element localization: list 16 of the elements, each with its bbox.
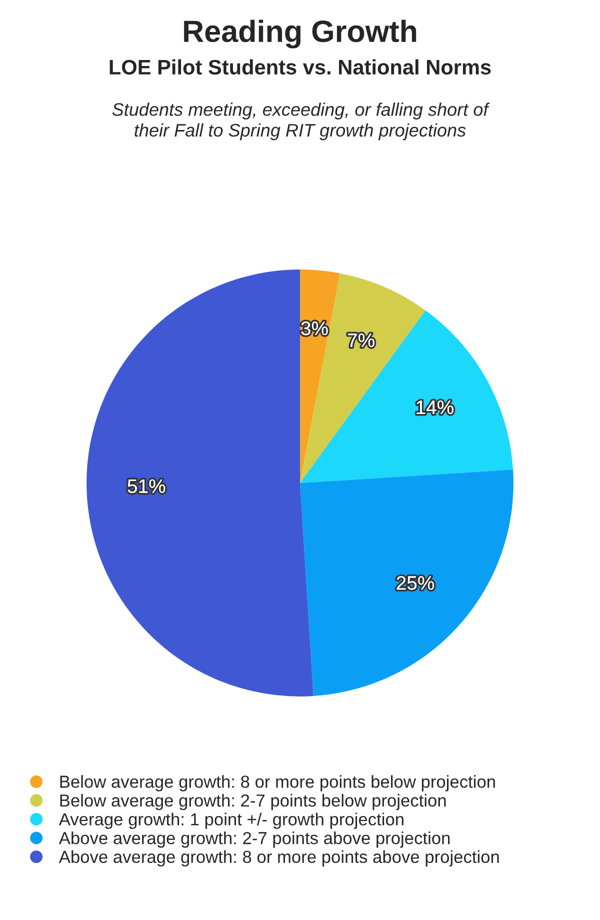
chart-subtitle: LOE Pilot Students vs. National Norms: [110, 59, 491, 75]
data-label: 14%: [416, 400, 454, 414]
chart-title: Reading Growth: [184, 20, 416, 48]
pie-slice: [300, 270, 340, 483]
data-label: 7%: [348, 334, 374, 348]
legend-label: Above average growth: 8 or more points above projection: [58, 850, 499, 866]
data-label: 51%: [128, 479, 166, 494]
data-label: 25%: [396, 576, 434, 590]
legend-label: Below average growth: 2-7 points below projection: [60, 794, 446, 810]
pie-slice: [300, 470, 514, 696]
legend-label: Average growth: 1 point +/- growth projection: [58, 812, 404, 829]
legend-label: Above average growth: 2-7 points above projection: [58, 832, 450, 848]
legend-label: Below average growth: 8 or more points below projection: [60, 775, 495, 792]
pie-slice: [300, 310, 514, 483]
text: Students meeting, exceeding, or falling short of their Fall to Spring RIT growth projections: [112, 102, 490, 140]
data-label: 3%: [301, 321, 328, 336]
